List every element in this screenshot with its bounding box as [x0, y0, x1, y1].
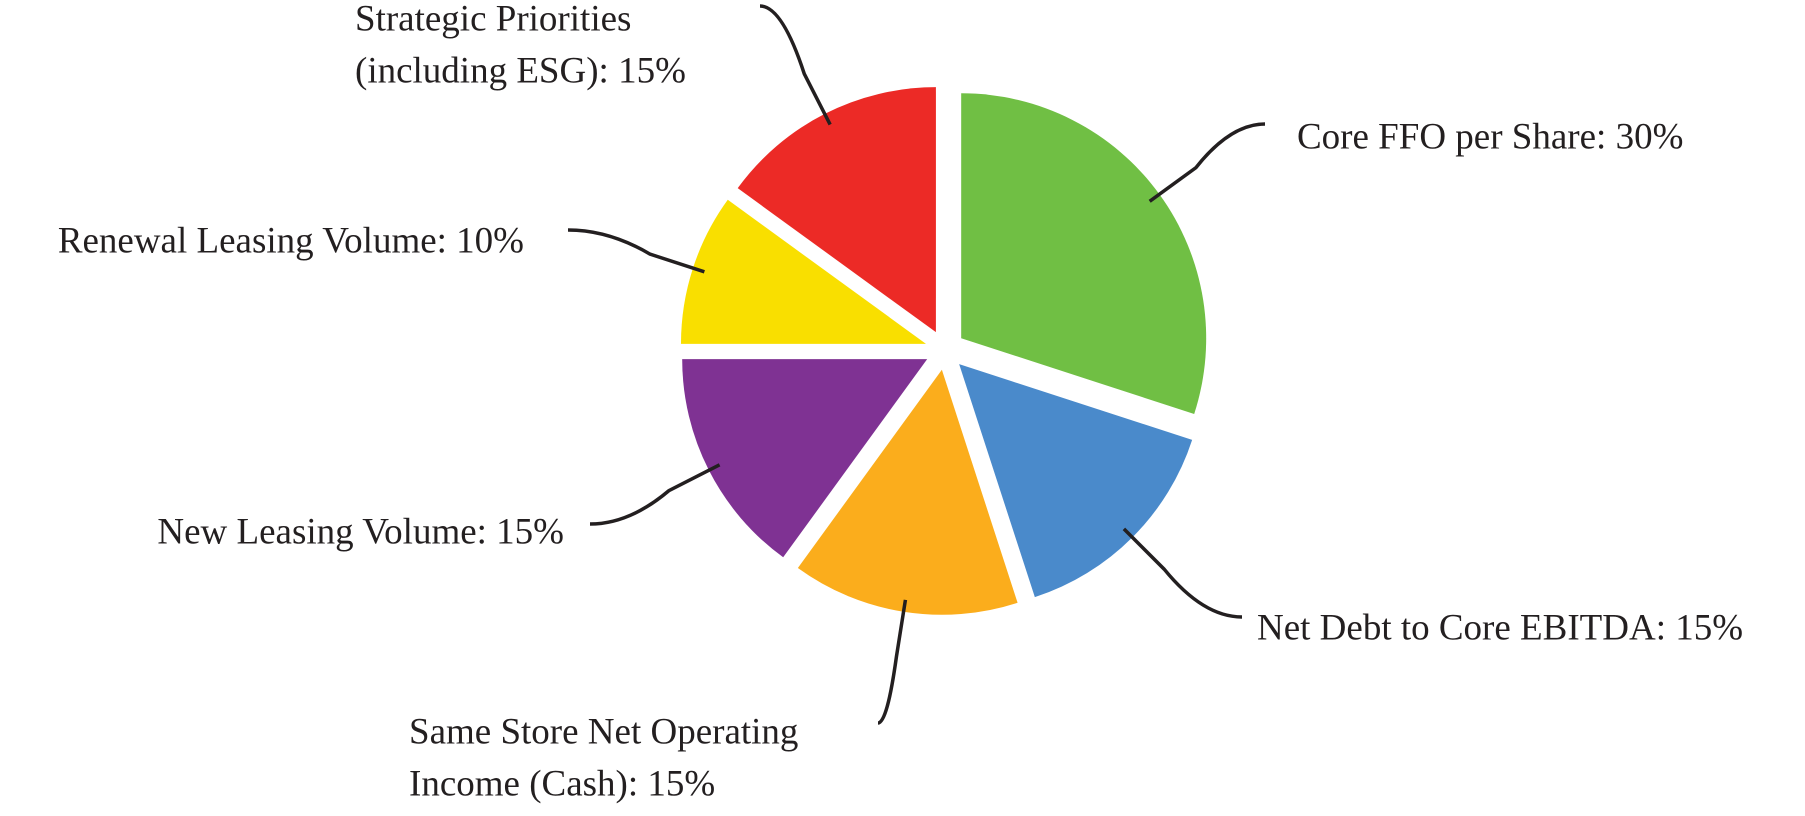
- leader-line: [759, 4, 832, 126]
- pie-slice: [737, 87, 936, 333]
- slice-label: Income (Cash): 15%: [409, 763, 715, 804]
- pie-slice: [961, 93, 1207, 414]
- pie-slice: [959, 364, 1193, 598]
- slice-label: Core FFO per Share: 30%: [1297, 116, 1683, 157]
- slice-label: Strategic Priorities: [355, 0, 631, 39]
- leader-line: [567, 228, 705, 274]
- slice-label: Renewal Leasing Volume: 10%: [58, 220, 524, 261]
- pie-slice: [797, 369, 1018, 615]
- leader-line: [1148, 122, 1266, 203]
- slice-label: Same Store Net Operating: [409, 711, 798, 752]
- pie-slice: [680, 199, 926, 344]
- leader-line: [589, 463, 721, 526]
- pie-slice: [682, 359, 928, 558]
- leader-line: [1122, 527, 1243, 619]
- slice-label: New Leasing Volume: 15%: [157, 511, 564, 552]
- slice-label: (including ESG): 15%: [355, 50, 686, 91]
- slice-label: Net Debt to Core EBITDA: 15%: [1257, 607, 1743, 648]
- leader-line: [877, 599, 908, 725]
